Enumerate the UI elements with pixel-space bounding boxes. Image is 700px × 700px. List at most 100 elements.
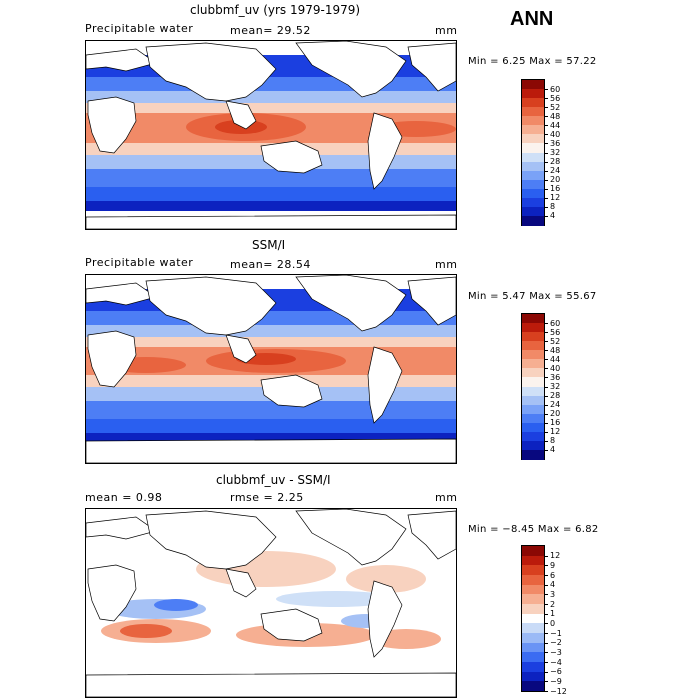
colorbar-tick (544, 215, 548, 217)
panel2-map (85, 274, 457, 464)
colorbar-segment (522, 575, 544, 586)
colorbar-label: 24 (550, 166, 561, 176)
colorbar-label: 52 (550, 336, 561, 346)
colorbar-segment (522, 404, 544, 415)
colorbar-segment (522, 565, 544, 576)
colorbar-label: 8 (550, 436, 556, 446)
colorbar-segment (522, 170, 544, 181)
colorbar-tick (544, 431, 548, 433)
colorbar-tick (544, 633, 548, 634)
colorbar-tick (544, 594, 548, 596)
panel3-rmse-value: rmse = 2.25 (230, 491, 304, 504)
panel2-minmax: Min = 5.47 Max = 55.67 (468, 291, 597, 302)
colorbar-label: 16 (550, 184, 561, 194)
colorbar-label: 32 (550, 148, 561, 157)
colorbar-label: 8 (550, 202, 556, 212)
colorbar-label: 44 (550, 354, 561, 364)
colorbar-segment (522, 161, 544, 172)
panel3-mean-value: mean = 0.98 (85, 491, 163, 504)
colorbar-segment (522, 594, 544, 605)
colorbar-tick (544, 116, 548, 118)
colorbar-label: −4 (550, 657, 562, 667)
colorbar-tick (544, 107, 548, 109)
panel1-minmax: Min = 6.25 Max = 57.22 (468, 56, 597, 67)
colorbar-label: 56 (550, 327, 561, 337)
colorbar-segment (522, 395, 544, 406)
panel1-map (85, 40, 457, 230)
colorbar-label: 56 (550, 93, 561, 103)
colorbar-tick (544, 623, 548, 625)
colorbar-label: 40 (550, 363, 561, 373)
colorbar-tick (544, 604, 548, 605)
colorbar-tick (544, 143, 548, 145)
colorbar-tick (544, 350, 548, 352)
colorbar-label: 3 (550, 589, 556, 599)
colorbar-tick (544, 449, 548, 451)
colorbar-segment (522, 413, 544, 424)
colorbar-segment (522, 604, 544, 615)
colorbar-tick (544, 98, 548, 100)
colorbar-label: −6 (550, 667, 562, 677)
panel1-field-label: Precipitable water (85, 22, 194, 35)
colorbar-label: 4 (550, 580, 556, 590)
colorbar-tick (544, 341, 548, 343)
colorbar-tick (544, 125, 548, 127)
colorbar-tick (544, 89, 548, 91)
colorbar-label: 20 (550, 409, 561, 419)
colorbar-label: −3 (550, 647, 562, 657)
panel2-mean-value: mean= 28.54 (230, 258, 311, 271)
panel1-units: mm (435, 24, 458, 37)
colorbar-label: −2 (550, 638, 562, 648)
panel3-minmax: Min = −8.45 Max = 6.82 (468, 524, 599, 535)
colorbar-tick (544, 584, 548, 586)
colorbar-segment (522, 80, 544, 90)
colorbar-segment (522, 215, 544, 226)
colorbar-label: 60 (550, 84, 561, 94)
colorbar-label: 44 (550, 120, 561, 130)
colorbar-segment (522, 107, 544, 117)
colorbar-label: −1 (550, 628, 562, 638)
panel2-continents (86, 275, 456, 463)
panel3-map (85, 508, 457, 698)
colorbar-segment (522, 134, 544, 144)
colorbar-segment (522, 116, 544, 126)
panel1-title: clubbmf_uv (yrs 1979-1979) (190, 3, 361, 17)
colorbar-segment (522, 613, 544, 624)
colorbar-segment (522, 341, 544, 351)
colorbar-segment (522, 125, 544, 135)
colorbar-segment (522, 197, 544, 208)
colorbar-label: 28 (550, 157, 561, 167)
colorbar-label: 2 (550, 599, 556, 609)
colorbar-tick (544, 613, 548, 615)
panel1-continents (86, 41, 456, 229)
panel2-units: mm (435, 258, 458, 271)
panel1-map-svg (86, 41, 456, 229)
colorbar-segment (522, 143, 544, 153)
colorbar-tick (544, 323, 548, 325)
colorbar-tick (544, 652, 548, 654)
colorbar-segment (522, 440, 544, 451)
colorbar-label: 36 (550, 138, 561, 148)
colorbar-segment (522, 422, 544, 433)
panel3-title: clubbmf_uv - SSM/I (216, 473, 331, 487)
colorbar-tick (544, 395, 548, 397)
colorbar-segment (522, 671, 544, 682)
colorbar-segment (522, 350, 544, 360)
colorbar-tick (544, 404, 548, 406)
colorbar-tick (544, 368, 548, 370)
colorbar-segment (522, 377, 544, 387)
panel2-map-svg (86, 275, 456, 463)
colorbar-label: 4 (550, 445, 556, 455)
colorbar-label: −9 (550, 676, 562, 686)
colorbar-segment (522, 662, 544, 673)
panel2-field-label: Precipitable water (85, 256, 194, 269)
colorbar-tick (544, 188, 548, 190)
colorbar-tick (544, 377, 548, 379)
colorbar-tick (544, 565, 548, 567)
colorbar-tick (544, 555, 548, 557)
colorbar-tick (544, 575, 548, 576)
colorbar-tick (544, 332, 548, 334)
colorbar-segment (522, 89, 544, 99)
colorbar-label: 12 (550, 193, 561, 203)
colorbar-tick (544, 206, 548, 208)
